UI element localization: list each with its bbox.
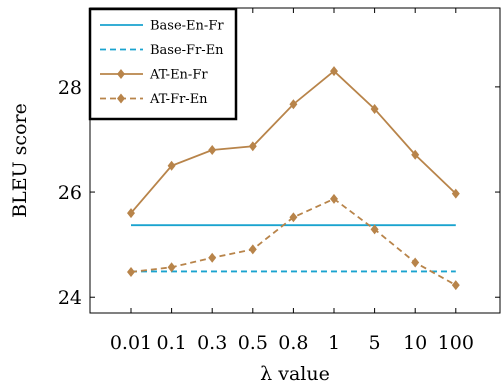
data-point-at-en-fr: [330, 66, 338, 77]
data-point-at-fr-en: [208, 252, 217, 263]
data-point-at-fr-en: [127, 267, 135, 277]
data-point-at-en-fr: [248, 141, 257, 152]
data-point-at-en-fr: [451, 188, 460, 199]
x-tick-label: 1: [328, 332, 340, 354]
data-point-at-fr-en: [167, 262, 176, 273]
x-tick-label: 0.8: [278, 332, 308, 354]
data-point-at-en-fr: [411, 149, 420, 160]
x-tick-label: 0.1: [156, 332, 186, 354]
legend-marker-at-fr-en: [117, 93, 125, 104]
legend-marker-at-en-fr: [117, 69, 125, 79]
ticks-layer: 0.01 0.1 0.3 0.5 0.8 1 5 10 100 24 26 28: [58, 8, 500, 354]
data-point-at-en-fr: [289, 99, 298, 110]
legend: Base-En-Fr Base-Fr-En AT-En-Fr AT-Fr-En: [88, 7, 238, 121]
legend-label-at-en-fr: AT-En-Fr: [149, 68, 208, 83]
x-tick-label: 0.5: [238, 332, 268, 354]
legend-box: [88, 7, 238, 121]
x-axis-label: λ value: [260, 363, 330, 385]
legend-label-base-en-fr: Base-En-Fr: [150, 19, 224, 34]
y-tick-label: 28: [58, 77, 82, 99]
plot-area: [89, 7, 501, 314]
y-tick-label: 24: [58, 287, 82, 309]
legend-label-at-fr-en: AT-Fr-En: [149, 92, 208, 107]
x-tick-label: 100: [438, 332, 474, 354]
data-point-at-fr-en: [289, 212, 298, 223]
data-point-at-en-fr: [208, 145, 217, 155]
x-tick-label: 0.3: [197, 332, 227, 354]
x-tick-label: 5: [369, 332, 381, 354]
data-point-at-fr-en: [451, 280, 460, 291]
x-tick-label: 10: [403, 332, 427, 354]
data-point-at-fr-en: [411, 257, 420, 268]
data-point-at-fr-en: [330, 193, 338, 204]
y-tick-label: 26: [58, 182, 82, 204]
data-point-at-fr-en: [370, 224, 379, 235]
data-point-at-en-fr: [167, 160, 176, 171]
series-layer: [127, 66, 460, 291]
y-axis-label: BLEU score: [9, 103, 31, 218]
data-point-at-en-fr: [127, 208, 135, 219]
data-point-at-en-fr: [370, 103, 379, 114]
x-tick-label: 0.01: [110, 332, 152, 354]
plot-frame: [89, 7, 501, 314]
data-point-at-fr-en: [248, 244, 257, 255]
legend-label-base-fr-en: Base-Fr-En: [150, 43, 224, 58]
